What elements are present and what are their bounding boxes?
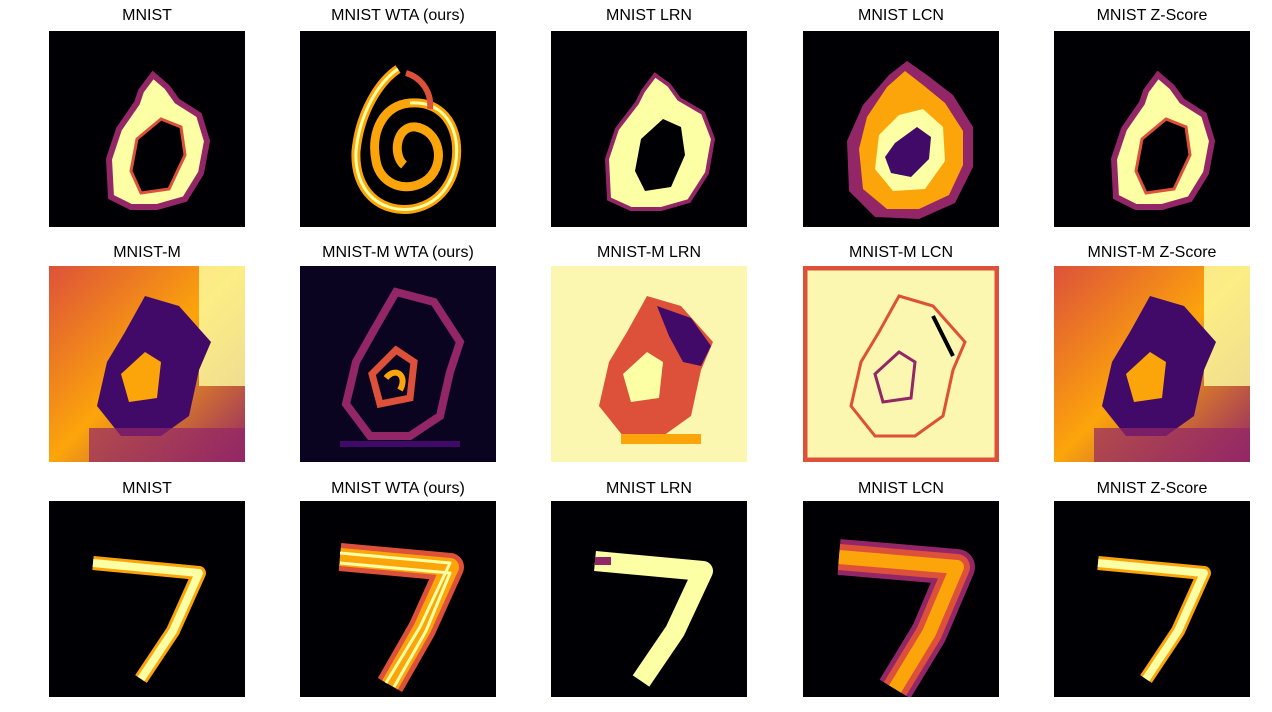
panel-title: MNIST	[122, 7, 172, 24]
panel-title: MNIST-M WTA (ours)	[322, 244, 474, 261]
image-panel	[1054, 501, 1250, 697]
digit-zero-heatmap	[300, 31, 496, 227]
image-panel	[300, 31, 496, 227]
digit-seven-heatmap	[551, 501, 747, 697]
image-panel	[803, 501, 999, 697]
mnist-m-digit-heatmap	[300, 266, 496, 462]
digit-seven-heatmap	[49, 501, 245, 697]
panel-title: MNIST LCN	[858, 7, 944, 24]
digit-seven-heatmap	[300, 501, 496, 697]
panel-title: MNIST WTA (ours)	[331, 480, 465, 497]
mnist-m-digit-heatmap	[1054, 266, 1250, 462]
mnist-m-digit-heatmap	[803, 266, 999, 462]
mnist-m-digit-heatmap	[49, 266, 245, 462]
digit-seven-heatmap	[1054, 501, 1250, 697]
image-panel	[1054, 266, 1250, 462]
image-panel	[1054, 31, 1250, 227]
digit-zero-heatmap	[803, 31, 999, 227]
digit-zero-heatmap	[1054, 31, 1250, 227]
image-panel	[300, 266, 496, 462]
digit-zero-heatmap	[551, 31, 747, 227]
image-panel	[551, 501, 747, 697]
image-panel	[49, 266, 245, 462]
panel-title: MNIST-M	[113, 244, 181, 261]
image-panel	[49, 501, 245, 697]
image-panel	[300, 501, 496, 697]
panel-title: MNIST-M LCN	[849, 244, 953, 261]
panel-title: MNIST LRN	[606, 7, 692, 24]
panel-title: MNIST Z-Score	[1096, 480, 1208, 497]
image-panel	[803, 31, 999, 227]
panel-title: MNIST	[122, 480, 172, 497]
digit-seven-heatmap	[803, 501, 999, 697]
panel-title: MNIST LRN	[606, 480, 692, 497]
panel-title: MNIST-M LRN	[597, 244, 701, 261]
panel-title: MNIST-M Z-Score	[1087, 244, 1217, 261]
image-panel	[551, 31, 747, 227]
panel-title: MNIST Z-Score	[1096, 7, 1208, 24]
panel-title: MNIST LCN	[858, 480, 944, 497]
image-panel	[551, 266, 747, 462]
image-panel	[803, 266, 999, 462]
panel-title: MNIST WTA (ours)	[331, 7, 465, 24]
mnist-m-digit-heatmap	[551, 266, 747, 462]
digit-zero-heatmap	[49, 31, 245, 227]
image-panel	[49, 31, 245, 227]
